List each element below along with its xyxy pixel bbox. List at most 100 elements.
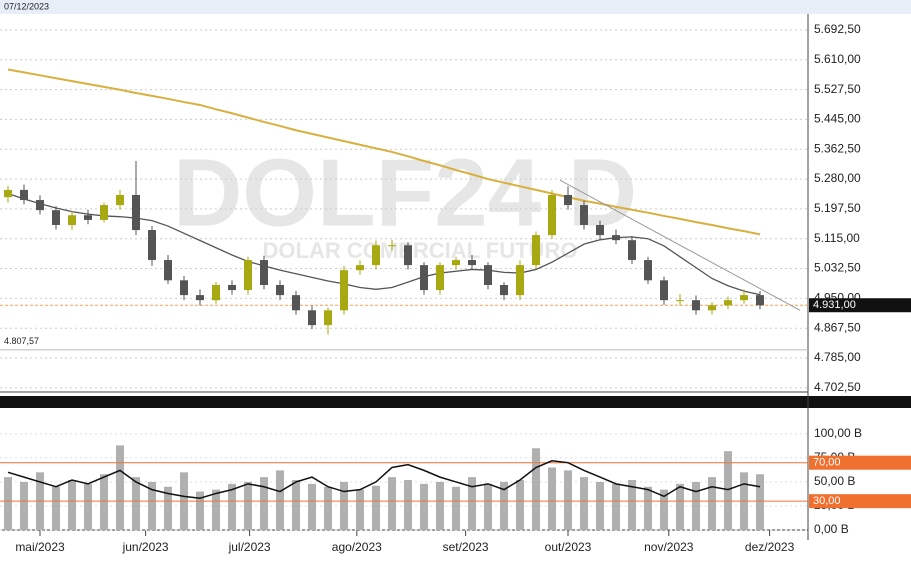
moving-average (7, 68, 761, 236)
candle-body (100, 205, 108, 220)
volume-bar (756, 474, 764, 530)
volume-bar (260, 477, 268, 530)
candle-body (180, 280, 188, 296)
candle-body (148, 230, 156, 261)
volume-bar (276, 470, 284, 530)
candle-body (276, 284, 284, 296)
header-date: 07/12/2023 (4, 1, 49, 11)
volume-bar (356, 489, 364, 530)
candle-body (308, 310, 316, 326)
y-tick-label: 4.785,00 (814, 350, 861, 364)
volume-bar (676, 483, 684, 530)
watermark-sub: DOLAR COMERCIAL FUTURO (263, 238, 578, 263)
level-box (809, 494, 911, 509)
x-tick-label: out/2023 (545, 540, 592, 554)
watermark: DOLF24 D (173, 139, 637, 246)
candle-body (452, 260, 460, 266)
y-tick-label: 4.702,50 (814, 380, 861, 394)
header-bar (0, 0, 911, 14)
y-tick-label: 0,00 B (814, 522, 849, 536)
volume-bar (84, 483, 92, 530)
volume-bar (68, 480, 76, 530)
candle-body (516, 265, 524, 296)
volume-bar (548, 467, 556, 530)
price-box (809, 298, 911, 313)
volume-bar (500, 481, 508, 530)
volume-bar (436, 481, 444, 530)
y-tick-label: 5.362,50 (814, 141, 861, 155)
volume-bar (244, 481, 252, 530)
oscillator-line (7, 460, 761, 500)
candle-body (724, 300, 732, 306)
volume-bar (724, 451, 732, 530)
volume-bar (212, 489, 220, 530)
volume-bar (308, 483, 316, 530)
volume-bar (52, 486, 60, 530)
candle-body (708, 305, 716, 311)
candle-body (196, 295, 204, 301)
y-tick-label: 50,00 B (814, 474, 855, 488)
volume-bar (628, 480, 636, 530)
candle-body (420, 265, 428, 291)
x-tick-label: mai/2023 (15, 540, 65, 554)
volume-bar (452, 486, 460, 530)
volume-bar (292, 480, 300, 530)
candle-body (292, 295, 300, 311)
x-tick-label: set/2023 (443, 540, 489, 554)
candle-body (676, 300, 684, 302)
x-tick-label: nov/2023 (644, 540, 694, 554)
volume-bar (116, 445, 124, 530)
candle-body (340, 270, 348, 311)
candle-body (740, 295, 748, 301)
volume-bar (372, 485, 380, 530)
candle-body (52, 210, 60, 225)
candle-body (4, 189, 12, 198)
volume-bar (404, 480, 412, 530)
y-tick-label: 5.032,50 (814, 261, 861, 275)
panel-separator (0, 396, 911, 408)
level-label: 70,00 (813, 457, 841, 469)
volume-bar (4, 477, 12, 530)
candle-body (324, 310, 332, 326)
candle-body (132, 194, 140, 231)
y-tick-label: 5.280,00 (814, 171, 861, 185)
volume-bar (580, 477, 588, 530)
candle-body (116, 194, 124, 206)
candle-body (532, 235, 540, 266)
candle-body (548, 194, 556, 236)
candle-body (36, 200, 44, 211)
y-tick-label: 5.115,00 (814, 231, 860, 245)
volume-bar (388, 477, 396, 530)
volume-bar (596, 481, 604, 530)
volume-bar (340, 481, 348, 530)
y-tick-label: 5.692,50 (814, 22, 861, 36)
y-tick-label: 5.610,00 (814, 52, 861, 66)
candle-body (84, 215, 92, 220)
candle-body (404, 245, 412, 266)
volume-bar (708, 477, 716, 530)
x-tick-label: ago/2023 (332, 540, 382, 554)
x-tick-label: jul/2023 (228, 540, 271, 554)
volume-bar (20, 481, 28, 530)
candle-body (612, 235, 620, 241)
volume-bar (148, 481, 156, 530)
price-label: 4.931,00 (813, 299, 856, 311)
candle-body (212, 284, 220, 301)
candle-body (244, 260, 252, 291)
candle-body (596, 224, 604, 236)
volume-bar (324, 486, 332, 530)
volume-bar (228, 483, 236, 530)
x-tick-label: jun/2023 (122, 540, 169, 554)
level-label: 30,00 (813, 495, 841, 507)
candle-body (164, 260, 172, 281)
volume-bar (484, 483, 492, 530)
volume-bar (132, 477, 140, 530)
volume-bar (100, 474, 108, 530)
trendline (559, 179, 801, 311)
candle-body (372, 245, 380, 266)
candle-body (644, 260, 652, 281)
candle-body (692, 300, 700, 311)
y-tick-label: 5.197,50 (814, 201, 861, 215)
candle-body (660, 280, 668, 301)
